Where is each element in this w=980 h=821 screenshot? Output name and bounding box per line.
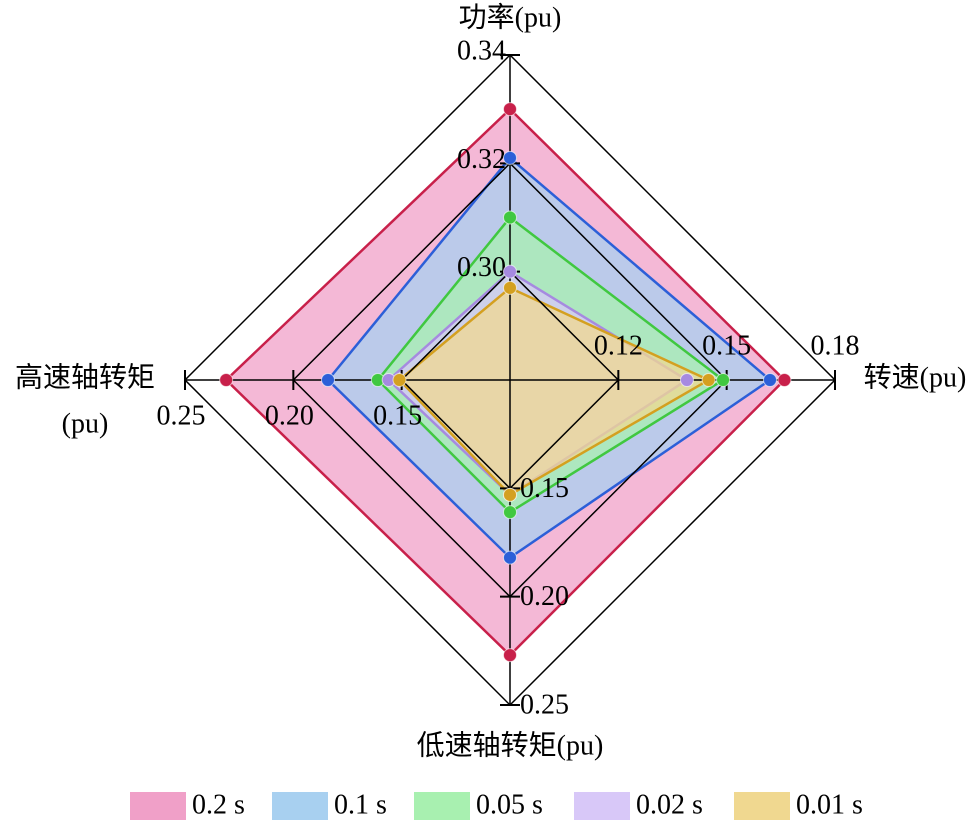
data-point xyxy=(503,550,517,565)
data-point xyxy=(503,264,517,279)
legend-swatch xyxy=(130,792,186,820)
legend-swatch xyxy=(272,792,328,820)
tick-label: 0.34 xyxy=(457,35,506,66)
tick-label: 0.18 xyxy=(811,330,860,361)
legend-label: 0.05 s xyxy=(476,789,543,820)
legend-swatch xyxy=(414,792,470,820)
data-point xyxy=(392,373,407,387)
tick-label: 0.20 xyxy=(520,581,569,612)
legend-swatch xyxy=(734,792,790,820)
data-point xyxy=(701,373,716,387)
axis-title: 功率(pu) xyxy=(459,1,562,33)
data-point xyxy=(503,648,517,663)
data-point xyxy=(503,210,517,225)
data-point xyxy=(503,102,517,117)
data-point xyxy=(321,373,335,387)
data-point xyxy=(503,487,517,502)
axis-title: 高速轴转矩 xyxy=(15,361,155,393)
legend-label: 0.2 s xyxy=(192,789,245,820)
tick-label: 0.15 xyxy=(373,400,422,431)
tick-label: 0.30 xyxy=(457,252,506,283)
tick-label: 0.20 xyxy=(265,400,314,431)
tick-label: 0.25 xyxy=(157,400,206,431)
legend-label: 0.02 s xyxy=(636,789,703,820)
axis-title: 低速轴转矩(pu) xyxy=(417,729,604,761)
data-point xyxy=(777,373,792,387)
data-point xyxy=(219,373,234,387)
data-point xyxy=(503,280,517,295)
tick-label: 0.12 xyxy=(594,330,643,361)
legend-label: 0.1 s xyxy=(334,789,387,820)
legend-swatch xyxy=(574,792,630,820)
tick-label: 0.15 xyxy=(702,330,751,361)
data-point xyxy=(763,373,777,387)
tick-label: 0.32 xyxy=(457,144,506,175)
tick-label: 0.25 xyxy=(520,689,569,720)
tick-label: 0.15 xyxy=(520,473,569,504)
axis-title: 转速(pu) xyxy=(864,361,967,393)
data-point xyxy=(679,373,694,387)
data-point xyxy=(503,150,517,165)
legend-label: 0.01 s xyxy=(796,789,863,820)
data-point xyxy=(503,505,517,520)
data-point xyxy=(716,373,731,387)
axis-title: (pu) xyxy=(62,408,109,439)
